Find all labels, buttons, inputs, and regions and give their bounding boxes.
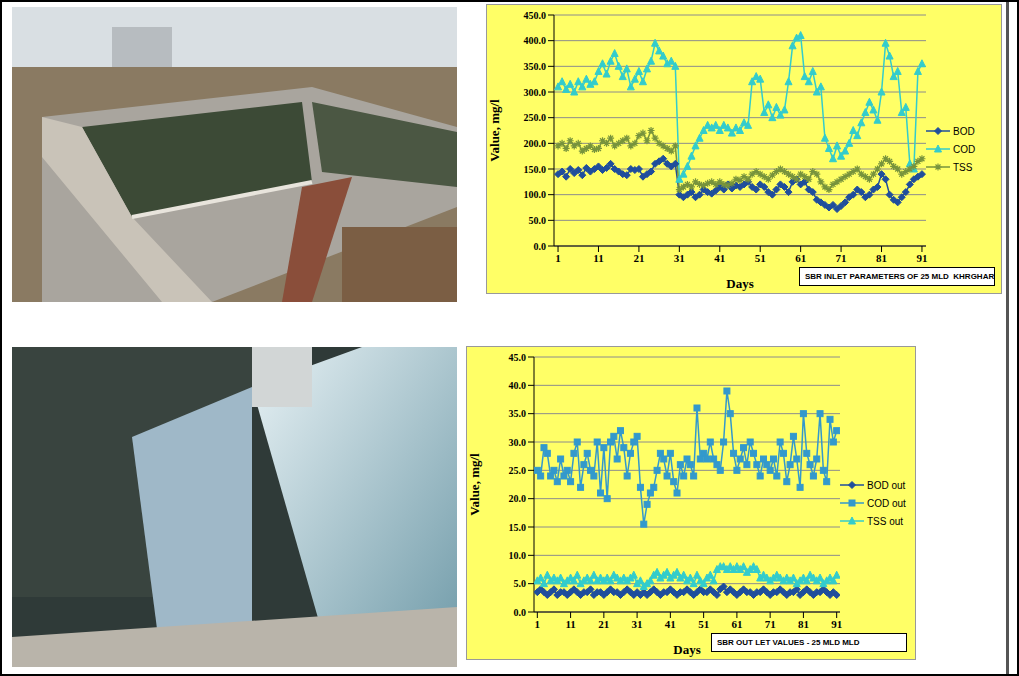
svg-text:350.0: 350.0 [524,61,547,72]
html-text:COD out: COD out [867,497,906,509]
html-text:TSS out: TSS out [867,515,904,527]
svg-text:30.0: 30.0 [509,437,527,448]
svg-text:71: 71 [765,618,776,630]
svg-text:91: 91 [916,252,927,264]
svg-text:41: 41 [665,618,676,630]
svg-text:31: 31 [674,252,685,264]
svg-text:45.0: 45.0 [509,352,527,363]
svg-text:Value, mg/l: Value, mg/l [467,453,482,516]
svg-text:21: 21 [598,618,609,630]
svg-text:1: 1 [555,252,561,264]
svg-text:31: 31 [632,618,643,630]
svg-text:100.0: 100.0 [524,189,547,200]
svg-text:51: 51 [698,618,709,630]
svg-text:51: 51 [755,252,766,264]
svg-text:91: 91 [831,618,842,630]
svg-text:81: 81 [876,252,887,264]
html-text:SBR OUT LET VALUES - 25 MLD ML: SBR OUT LET VALUES - 25 MLD MLD [717,638,860,647]
html-text:BOD out: BOD out [867,479,906,491]
html-text:COD: COD [953,143,976,155]
svg-text:20.0: 20.0 [509,493,527,504]
svg-text:21: 21 [633,252,644,264]
svg-text:50.0: 50.0 [529,215,547,226]
svg-text:Days: Days [726,276,753,291]
svg-text:200.0: 200.0 [524,138,547,149]
svg-text:1: 1 [535,618,541,630]
html-text:BOD: BOD [953,125,975,137]
svg-text:Days: Days [673,642,700,657]
svg-text:71: 71 [836,252,847,264]
svg-text:0.0: 0.0 [514,607,527,618]
html-text:SBR INLET PARAMETERS OF 25 MLD: SBR INLET PARAMETERS OF 25 MLD KHRGHAR [805,272,995,281]
svg-text:40.0: 40.0 [509,380,527,391]
svg-text:0.0: 0.0 [534,241,547,252]
html-text:TSS: TSS [953,161,973,173]
svg-text:15.0: 15.0 [509,522,527,533]
svg-text:150.0: 150.0 [524,164,547,175]
svg-text:35.0: 35.0 [509,408,527,419]
svg-text:400.0: 400.0 [524,35,547,46]
svg-text:61: 61 [795,252,806,264]
svg-text:81: 81 [798,618,809,630]
svg-text:11: 11 [565,618,575,630]
svg-text:10.0: 10.0 [509,550,527,561]
svg-text:61: 61 [731,618,742,630]
svg-text:300.0: 300.0 [524,87,547,98]
svg-text:450.0: 450.0 [524,10,547,21]
svg-text:11: 11 [593,252,603,264]
svg-text:5.0: 5.0 [514,578,527,589]
svg-text:25.0: 25.0 [509,465,527,476]
svg-text:41: 41 [714,252,725,264]
svg-text:250.0: 250.0 [524,112,547,123]
svg-text:Value, mg/l: Value, mg/l [487,99,502,162]
